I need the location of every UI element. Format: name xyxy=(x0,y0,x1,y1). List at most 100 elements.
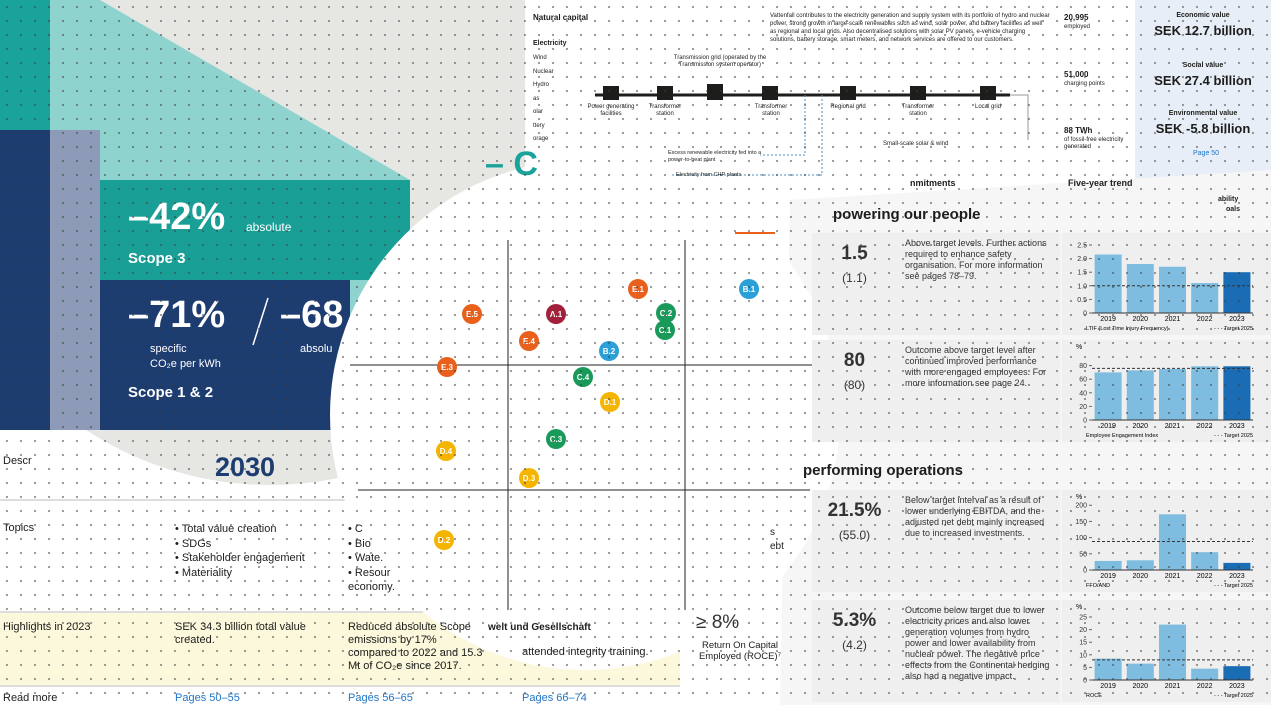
kpi-previous: (1.1) xyxy=(842,271,867,285)
x-tick-label: 2020 xyxy=(1133,316,1149,323)
x-tick-label: 2022 xyxy=(1197,683,1213,690)
bar xyxy=(1094,658,1122,680)
icon xyxy=(762,86,778,100)
stat: –68 xyxy=(280,294,344,336)
node-label: D.3 xyxy=(523,474,536,483)
link[interactable]: Pages 50–55 xyxy=(175,692,240,704)
y-tick-label: 15 xyxy=(1079,640,1087,647)
label: Electricity xyxy=(533,40,567,47)
mini-chart: % 0 5 10 15 20 25 2019 2020 2021 2022 2023 ROCE - - -… xyxy=(1076,604,1253,699)
bar xyxy=(1191,668,1219,680)
y-tick-label: 50 xyxy=(1079,551,1087,558)
bar xyxy=(1223,666,1251,680)
node-label: Transformer station xyxy=(901,104,935,117)
bar xyxy=(1094,372,1122,420)
kpi-text: Below target interval as a result of low… xyxy=(905,495,1045,538)
y-tick-label: 2.0 xyxy=(1077,256,1087,263)
bar xyxy=(1223,366,1251,420)
unit: absolu xyxy=(300,343,333,355)
cell: s ebt xyxy=(770,526,784,554)
y-tick-label: 20 xyxy=(1079,627,1087,634)
bar xyxy=(1158,624,1187,680)
link[interactable]: Page 50 xyxy=(1193,150,1220,157)
y-tick-label: 0 xyxy=(1083,311,1087,318)
cell: • Total value creation • SDGs • Stakeholde… xyxy=(175,522,305,580)
x-tick-label: 2021 xyxy=(1165,573,1181,580)
x-tick-label: 2023 xyxy=(1229,573,1245,580)
bar xyxy=(1158,369,1187,420)
node-label: Transformer station xyxy=(754,104,788,117)
shape xyxy=(50,130,100,430)
target: ≥ 8% xyxy=(696,612,740,633)
unit: CO₂e per kWh xyxy=(150,358,221,370)
heading: – C xyxy=(485,145,538,183)
icon xyxy=(657,86,673,100)
shape xyxy=(0,130,50,430)
text: Descr xyxy=(3,455,32,467)
stat: –71% xyxy=(128,294,226,336)
x-tick-label: 2022 xyxy=(1197,573,1213,580)
value-amount: SEK 27.4 billion xyxy=(1154,73,1252,88)
source: ttery xyxy=(533,122,545,129)
heading: performing operations xyxy=(803,462,964,479)
x-label: Employee Engagement Index xyxy=(1086,433,1158,439)
cell: Reduced absolute Scope emissions by 17% … xyxy=(348,621,483,672)
source: Nuclear xyxy=(533,68,554,75)
bar xyxy=(1191,283,1219,313)
target-label: - - - Target 2025 xyxy=(1214,583,1253,589)
y-tick-label: 25 xyxy=(1079,615,1087,622)
kpi-previous: (55.0) xyxy=(838,528,871,542)
note: Electricity from CHP plants xyxy=(676,172,742,178)
fragment: oals xyxy=(1226,206,1241,213)
x-tick-label: 2020 xyxy=(1133,573,1149,580)
note: Excess renewable electricity fed into a … xyxy=(668,150,762,163)
target-label: - - - Target 2025 xyxy=(1214,326,1253,332)
mini-chart: % 0 50 100 150 200 2019 2020 2021 2022 2023 FFO/AND… xyxy=(1075,494,1253,589)
stat: –42% xyxy=(128,196,226,238)
x-tick-label: 2023 xyxy=(1229,683,1245,690)
source: olar xyxy=(533,109,544,115)
stat-value: 51,000 xyxy=(1064,70,1089,79)
cell: SEK 34.3 billion total value created. xyxy=(175,621,306,646)
y-tick-label: 1.0 xyxy=(1077,283,1087,290)
node-label: E.5 xyxy=(466,310,479,319)
kpi-previous: (4.2) xyxy=(842,638,867,652)
node-label: B.2 xyxy=(603,347,616,356)
bullet: • Bio xyxy=(348,537,371,550)
icon xyxy=(603,86,619,100)
x-tick-label: 2019 xyxy=(1100,683,1116,690)
bar xyxy=(1223,562,1251,570)
kpi-value: 5.3% xyxy=(832,610,877,631)
bar xyxy=(1223,272,1251,313)
link[interactable]: Pages 56–65 xyxy=(348,692,413,704)
node-label: D.1 xyxy=(604,398,617,407)
kpi-text: Outcome above target level after continu… xyxy=(905,345,1047,388)
source: orage xyxy=(533,136,549,142)
bullet: • Total value creation xyxy=(175,523,277,535)
label: Small-scale solar & wind xyxy=(883,141,949,147)
node-label: C.1 xyxy=(659,326,672,335)
bullet: • Wate. xyxy=(348,552,384,564)
label: Scope 3 xyxy=(128,250,186,267)
cell: attended integrity training. xyxy=(522,646,649,658)
bullet: • SDGs xyxy=(175,537,212,550)
bullet: economy. xyxy=(348,581,395,593)
y-tick-label: 0.5 xyxy=(1077,297,1087,304)
node-label: C.4 xyxy=(577,373,590,382)
header: nmitments xyxy=(910,178,956,188)
link[interactable]: Pages 66–74 xyxy=(522,692,587,704)
y-tick-label: 0 xyxy=(1083,418,1087,425)
unit: % xyxy=(1076,344,1082,351)
bullet: ebt xyxy=(770,541,784,552)
stat-value: 20,995 xyxy=(1064,13,1089,22)
text: Vattenfall contributes to the electricit… xyxy=(770,13,1050,43)
bar xyxy=(1158,266,1187,313)
bullet: s xyxy=(770,527,775,538)
y-tick-label: 0 xyxy=(1083,678,1087,685)
node-label: Regional grid xyxy=(830,104,866,110)
y-tick-label: 80 xyxy=(1079,363,1087,370)
x-tick-label: 2019 xyxy=(1100,316,1116,323)
node-label: A.1 xyxy=(550,310,563,319)
x-label: LTIF (Lost Time Injury Frequency) xyxy=(1086,326,1169,332)
